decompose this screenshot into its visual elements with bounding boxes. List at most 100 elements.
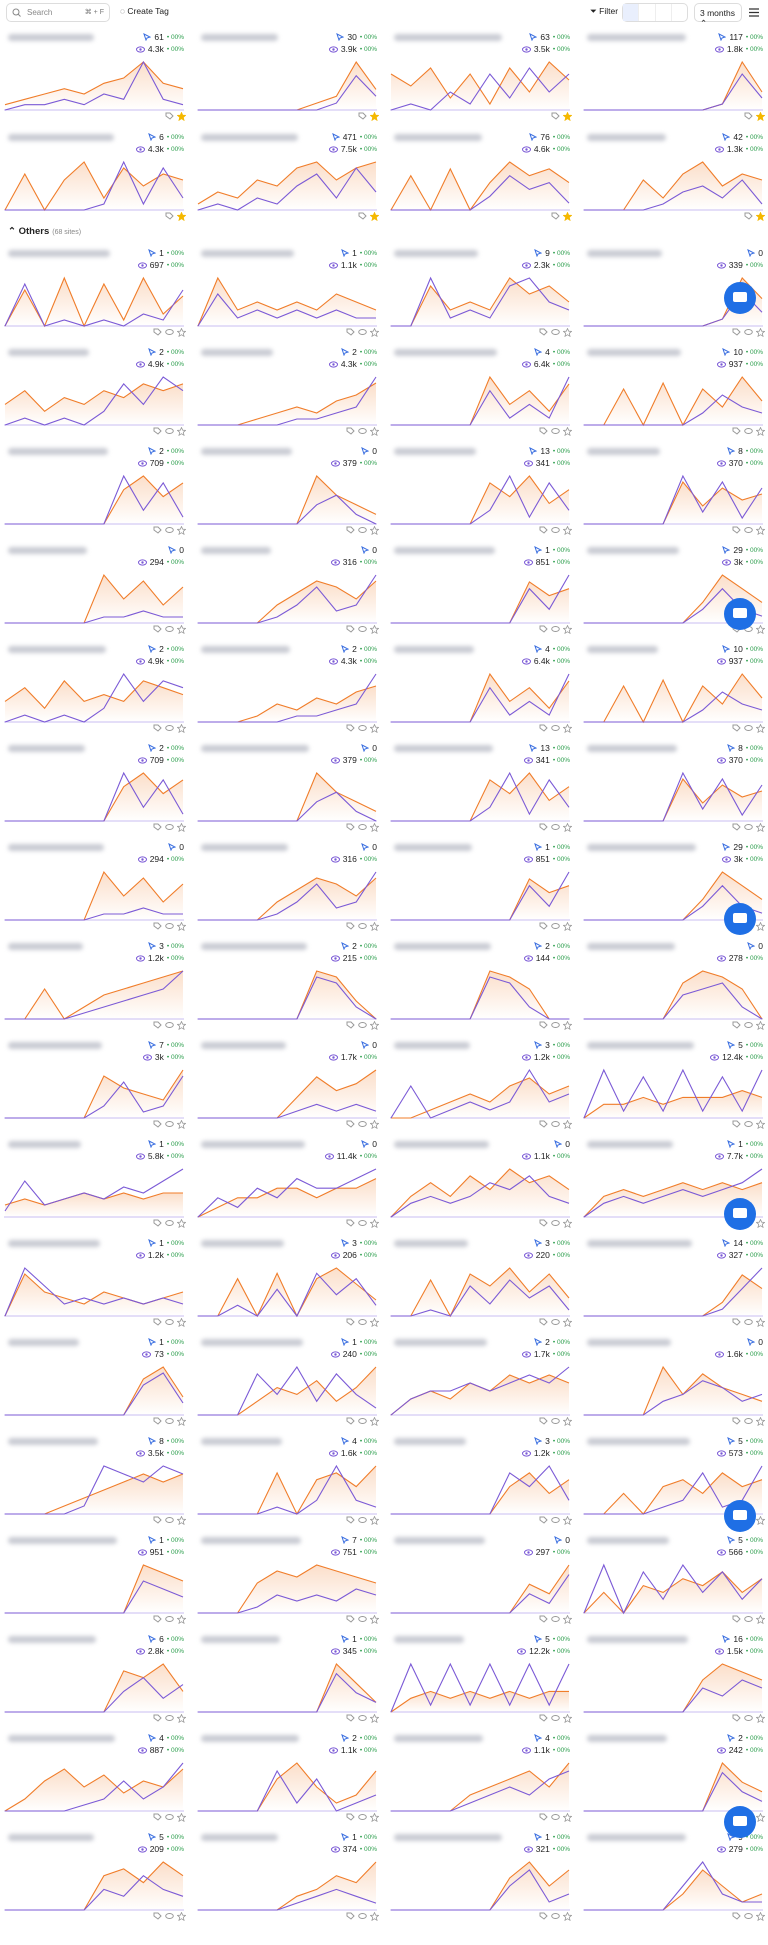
star-icon[interactable] (177, 212, 186, 221)
site-card[interactable]: 300%1.2k00% (4, 937, 188, 1033)
site-card[interactable]: 400%6.4k00% (390, 343, 574, 439)
chat-button[interactable] (724, 1500, 756, 1532)
tag-icon[interactable] (165, 112, 174, 120)
tag-icon[interactable] (153, 1318, 162, 1326)
view-toggle[interactable] (622, 3, 688, 22)
star-icon[interactable] (756, 526, 765, 535)
site-card[interactable]: 800%37000% (583, 442, 767, 538)
site-card[interactable]: 800%37000% (583, 739, 767, 835)
star-icon[interactable] (756, 1219, 765, 1228)
star-icon[interactable] (177, 328, 186, 337)
eye-icon[interactable] (358, 1615, 367, 1623)
site-card[interactable]: 700%75100% (197, 1531, 381, 1627)
eye-icon[interactable] (744, 1318, 753, 1326)
tag-icon[interactable] (346, 1714, 355, 1722)
site-card[interactable]: 600%2.8k00% (4, 1630, 188, 1726)
star-icon[interactable] (177, 112, 186, 121)
site-card[interactable]: 200%70900% (4, 739, 188, 835)
tag-icon[interactable] (539, 1021, 548, 1029)
menu-icon[interactable] (749, 8, 759, 17)
eye-icon[interactable] (165, 1615, 174, 1623)
eye-icon[interactable] (358, 1714, 367, 1722)
eye-icon[interactable] (165, 427, 174, 435)
star-icon[interactable] (177, 1516, 186, 1525)
tag-icon[interactable] (153, 724, 162, 732)
site-card[interactable]: 800%3.5k00% (4, 1432, 188, 1528)
tag-icon[interactable] (346, 1219, 355, 1227)
tag-icon[interactable] (539, 724, 548, 732)
site-card[interactable]: 0 37900% (197, 739, 381, 835)
tag-icon[interactable] (539, 427, 548, 435)
site-card[interactable]: 500%12.4k00% (583, 1036, 767, 1132)
tag-icon[interactable] (153, 1021, 162, 1029)
tag-icon[interactable] (153, 1219, 162, 1227)
tag-icon[interactable] (153, 1714, 162, 1722)
tag-icon[interactable] (732, 427, 741, 435)
tag-icon[interactable] (346, 625, 355, 633)
site-card[interactable]: 100%95100% (4, 1531, 188, 1627)
site-card[interactable]: 100%1.2k00% (4, 1234, 188, 1330)
tag-icon[interactable] (551, 112, 560, 120)
eye-icon[interactable] (165, 1516, 174, 1524)
tag-icon[interactable] (539, 922, 548, 930)
eye-icon[interactable] (165, 1813, 174, 1821)
star-icon[interactable] (177, 1021, 186, 1030)
site-card[interactable]: 0 37900% (197, 442, 381, 538)
site-card[interactable]: 200%1.7k00% (390, 1333, 574, 1429)
tag-icon[interactable] (539, 1417, 548, 1425)
site-card[interactable]: 7600%4.6k00% (390, 128, 574, 224)
site-card[interactable]: 1400%32700% (583, 1234, 767, 1330)
site-card[interactable]: 1300%34100% (390, 739, 574, 835)
chat-button[interactable] (724, 1198, 756, 1230)
eye-icon[interactable] (551, 1120, 560, 1128)
eye-icon[interactable] (358, 1516, 367, 1524)
tag-icon[interactable] (539, 1615, 548, 1623)
tag-icon[interactable] (539, 1318, 548, 1326)
tag-icon[interactable] (153, 1417, 162, 1425)
site-card[interactable]: 200%70900% (4, 442, 188, 538)
eye-icon[interactable] (551, 1813, 560, 1821)
eye-icon[interactable] (744, 1714, 753, 1722)
star-icon[interactable] (370, 1714, 379, 1723)
eye-icon[interactable] (551, 427, 560, 435)
site-card[interactable]: 700%3k00% (4, 1036, 188, 1132)
site-card[interactable]: 0 31600% (197, 541, 381, 637)
site-card[interactable]: 6100%4.3k00% (4, 28, 188, 124)
toggle[interactable] (623, 4, 640, 21)
tag-icon[interactable] (153, 328, 162, 336)
tag-icon[interactable] (732, 823, 741, 831)
eye-icon[interactable] (744, 427, 753, 435)
eye-icon[interactable] (358, 1912, 367, 1920)
site-card[interactable]: 0 1.7k00% (197, 1036, 381, 1132)
tag-icon[interactable] (153, 1516, 162, 1524)
eye-icon[interactable] (551, 1219, 560, 1227)
site-card[interactable]: 0 1.1k00% (390, 1135, 574, 1231)
star-icon[interactable] (177, 625, 186, 634)
site-card[interactable]: 600%4.3k00% (4, 128, 188, 224)
star-icon[interactable] (177, 1120, 186, 1129)
toggle[interactable] (639, 4, 656, 21)
eye-icon[interactable] (551, 823, 560, 831)
toggle[interactable] (672, 4, 687, 21)
site-card[interactable]: 100%37400% (197, 1828, 381, 1924)
star-icon[interactable] (370, 1318, 379, 1327)
star-icon[interactable] (756, 1021, 765, 1030)
tag-icon[interactable] (346, 1417, 355, 1425)
star-icon[interactable] (563, 1021, 572, 1030)
star-icon[interactable] (563, 212, 572, 221)
eye-icon[interactable] (744, 1615, 753, 1623)
eye-icon[interactable] (358, 328, 367, 336)
star-icon[interactable] (370, 1219, 379, 1228)
tag-icon[interactable] (539, 328, 548, 336)
site-card[interactable]: 1000%93700% (583, 343, 767, 439)
site-card[interactable]: 900%2.3k00% (390, 244, 574, 340)
site-card[interactable]: 200%4.3k00% (197, 640, 381, 736)
site-card[interactable]: 200%4.9k00% (4, 343, 188, 439)
tag-icon[interactable] (346, 1615, 355, 1623)
site-card[interactable]: 200%4.3k00% (197, 343, 381, 439)
star-icon[interactable] (563, 1912, 572, 1921)
tag-icon[interactable] (732, 1912, 741, 1920)
site-card[interactable]: 100%32100% (390, 1828, 574, 1924)
tag-icon[interactable] (346, 1021, 355, 1029)
site-card[interactable]: 200%4.9k00% (4, 640, 188, 736)
